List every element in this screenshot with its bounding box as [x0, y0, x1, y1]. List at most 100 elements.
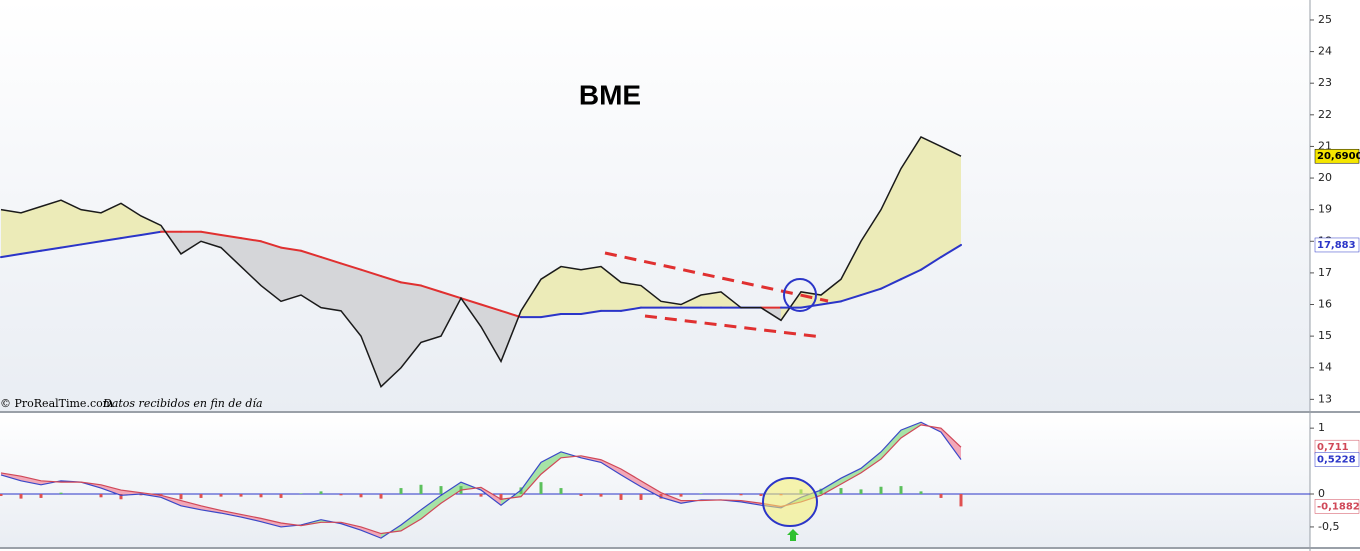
y-tick-label: 17 — [1318, 266, 1332, 279]
plot — [0, 135, 1310, 539]
signal-arrow — [787, 529, 799, 541]
band-fill — [421, 285, 441, 343]
band-fill — [1, 209, 21, 258]
price-label: 0,711 — [1317, 442, 1349, 453]
y-tick-label: -0,5 — [1318, 520, 1339, 533]
histogram-bar — [679, 494, 683, 497]
histogram-bar — [959, 494, 963, 507]
histogram-bar — [439, 486, 443, 494]
histogram-bar — [599, 494, 603, 497]
band-fill — [621, 468, 641, 487]
trend-line — [644, 314, 823, 339]
histogram-bar — [299, 493, 303, 494]
histogram-bar — [419, 484, 423, 494]
histogram-bar — [539, 482, 543, 494]
price-label-box — [1314, 237, 1360, 253]
moving-average — [80, 240, 102, 246]
histogram-bar — [579, 494, 583, 496]
histogram-bar — [39, 494, 43, 498]
moving-average — [920, 256, 942, 271]
band-fill — [641, 285, 661, 308]
histogram-bar — [659, 494, 663, 499]
moving-average — [100, 237, 122, 243]
histogram-bar — [339, 494, 343, 496]
histogram-bar — [19, 494, 23, 499]
band-fill — [861, 451, 881, 473]
moving-average — [20, 249, 42, 255]
band-fill — [701, 291, 721, 308]
band-fill — [221, 234, 241, 267]
histogram-bar — [859, 489, 863, 494]
histogram-bar — [879, 486, 883, 494]
histogram-bar — [839, 488, 843, 494]
moving-average — [440, 290, 462, 300]
band-fill — [541, 266, 561, 318]
chart-title: BME — [579, 79, 641, 110]
band-fill — [941, 146, 961, 258]
band-fill — [561, 266, 581, 314]
band-fill — [441, 482, 461, 504]
moving-average — [880, 278, 902, 290]
band-fill — [881, 430, 901, 460]
trend-line — [604, 251, 829, 303]
moving-average — [580, 309, 602, 315]
histogram-bar — [259, 494, 263, 498]
band-fill — [881, 168, 901, 289]
y-tick-label: 13 — [1318, 392, 1332, 405]
moving-average — [420, 284, 442, 293]
histogram-bar — [819, 488, 823, 494]
band-fill — [341, 263, 361, 337]
source: © ProRealTime.com — [0, 397, 114, 410]
moving-average — [140, 230, 162, 236]
moving-average — [500, 309, 522, 319]
macd-panel — [0, 413, 1310, 548]
band-fill — [241, 238, 261, 286]
moving-average — [900, 268, 922, 281]
band-fill — [361, 269, 381, 387]
moving-average — [0, 252, 22, 259]
band-fill — [81, 209, 101, 245]
histogram-bar — [179, 494, 183, 500]
histogram-bar — [479, 494, 483, 497]
moving-average — [240, 237, 262, 243]
band-fill — [581, 266, 601, 314]
moving-average — [540, 312, 562, 319]
histogram-bar — [199, 494, 203, 498]
y-tick-label: 23 — [1318, 76, 1332, 89]
histogram-bar — [399, 488, 403, 494]
price-label: 17,883 — [1317, 240, 1356, 251]
histogram-bar — [119, 494, 123, 500]
y-tick-label: 16 — [1318, 298, 1332, 311]
band-fill — [901, 136, 921, 280]
moving-average — [260, 240, 282, 249]
moving-average — [360, 268, 382, 278]
y-tick-label: 14 — [1318, 361, 1332, 374]
histogram-bar — [359, 494, 363, 498]
y-tick-label: 22 — [1318, 108, 1332, 121]
histogram-bar — [619, 494, 623, 500]
band-fill — [661, 301, 681, 308]
band-fill — [221, 510, 241, 518]
moving-average — [480, 303, 502, 312]
histogram-bar — [0, 494, 3, 496]
band-fill — [861, 209, 881, 296]
histogram-bar — [59, 492, 63, 494]
moving-average — [40, 246, 62, 252]
band-fill — [181, 500, 201, 510]
band-fill — [101, 203, 121, 242]
highlight-circle — [783, 278, 817, 312]
band-fill — [401, 282, 421, 368]
band-fill — [841, 241, 861, 302]
histogram-bar — [319, 491, 323, 494]
band-fill — [21, 476, 41, 485]
band-fill — [321, 257, 341, 311]
moving-average — [400, 281, 422, 287]
moving-average — [620, 306, 642, 312]
band-fill — [141, 215, 161, 235]
histogram-bar — [759, 494, 763, 496]
y-tick-label: 24 — [1318, 45, 1332, 58]
price-line — [0, 135, 962, 389]
price-label-box — [1314, 499, 1360, 514]
band-fill — [61, 200, 81, 248]
